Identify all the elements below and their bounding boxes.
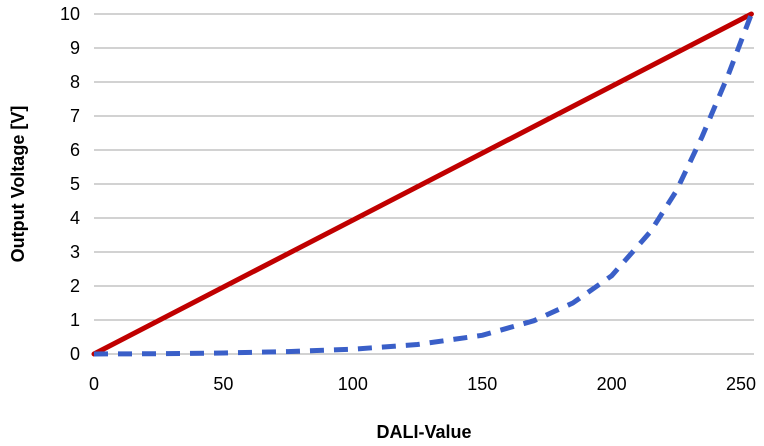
gridlines <box>94 13 754 321</box>
series-line-solid <box>91 11 754 357</box>
y-tick-label: 3 <box>70 242 80 262</box>
y-tick-label: 1 <box>70 310 80 330</box>
series-line-dashed <box>93 13 754 357</box>
y-tick-label: 10 <box>60 4 80 24</box>
series-group <box>91 11 754 357</box>
x-tick-label: 150 <box>467 374 497 394</box>
y-tick-label: 5 <box>70 174 80 194</box>
x-tick-label: 250 <box>726 374 756 394</box>
y-axis-title: Output Voltage [V] <box>8 106 28 263</box>
x-tick-label: 100 <box>338 374 368 394</box>
x-axis-title: DALI-Value <box>376 422 471 442</box>
y-tick-label: 4 <box>70 208 80 228</box>
y-tick-label: 7 <box>70 106 80 126</box>
y-tick-label: 8 <box>70 72 80 92</box>
y-tick-label: 6 <box>70 140 80 160</box>
y-tick-label: 2 <box>70 276 80 296</box>
x-tick-label: 0 <box>89 374 99 394</box>
x-tick-label: 200 <box>597 374 627 394</box>
y-tick-label: 9 <box>70 38 80 58</box>
y-tick-label: 0 <box>70 344 80 364</box>
x-tick-label: 50 <box>213 374 233 394</box>
